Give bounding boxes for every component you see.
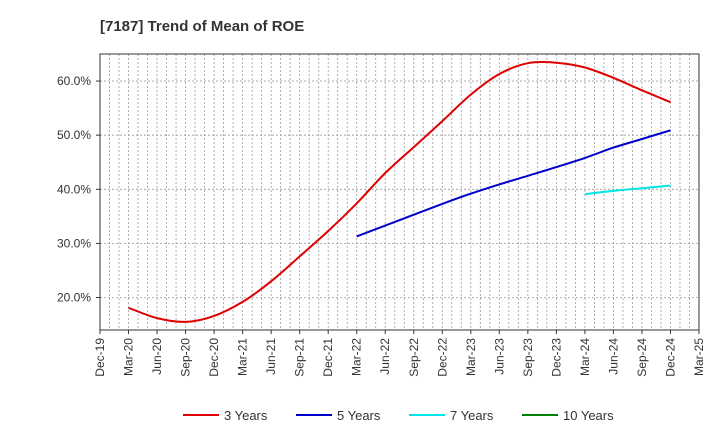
- legend-label: 5 Years: [337, 408, 381, 423]
- series-lines: [128, 60, 671, 323]
- x-tick-label: Dec-24: [663, 338, 677, 377]
- y-axis: 20.0% 30.0% 40.0% 50.0% 60.0%: [57, 74, 100, 305]
- series-line-7-years: [584, 184, 671, 196]
- y-tick-label: 30.0%: [57, 236, 91, 250]
- x-tick-label: Jun-22: [378, 338, 392, 375]
- x-tick-label: Mar-21: [236, 338, 250, 376]
- x-tick-label: Sep-20: [179, 338, 193, 377]
- x-tick-label: Dec-23: [549, 338, 563, 377]
- x-tick-label: Dec-21: [321, 338, 335, 377]
- x-tick-label: Sep-21: [293, 338, 307, 377]
- x-tick-label: Sep-24: [635, 338, 649, 377]
- chart-title: [7187] Trend of Mean of ROE: [100, 18, 304, 35]
- legend-label: 10 Years: [563, 408, 614, 423]
- y-tick-label: 20.0%: [57, 291, 91, 305]
- x-tick-label: Dec-22: [435, 338, 449, 377]
- series-line-5-years: [356, 129, 671, 238]
- x-tick-label: Mar-24: [578, 338, 592, 376]
- x-axis: Dec-19 Mar-20 Jun-20 Sep-20 Dec-20 Mar-21 Jun-…: [93, 330, 706, 377]
- y-tick-label: 40.0%: [57, 182, 91, 196]
- x-tick-label: Sep-22: [407, 338, 421, 377]
- x-tick-label: Mar-20: [122, 338, 136, 376]
- x-tick-label: Dec-19: [93, 338, 107, 377]
- x-tick-label: Dec-20: [207, 338, 221, 377]
- legend-label: 7 Years: [450, 408, 494, 423]
- y-tick-label: 50.0%: [57, 128, 91, 142]
- x-tick-label: Mar-23: [464, 338, 478, 376]
- y-tick-label: 60.0%: [57, 74, 91, 88]
- x-tick-label: Mar-25: [692, 338, 706, 376]
- x-tick-label: Jun-23: [492, 338, 506, 375]
- grid-lines: [100, 54, 699, 330]
- x-tick-label: Jun-20: [150, 338, 164, 375]
- x-tick-label: Jun-24: [606, 338, 620, 375]
- x-tick-label: Sep-23: [521, 338, 535, 377]
- plot-frame: [99, 53, 700, 331]
- legend-label: 3 Years: [224, 408, 268, 423]
- x-tick-label: Jun-21: [264, 338, 278, 375]
- series-line-3-years: [128, 60, 671, 323]
- x-tick-label: Mar-22: [350, 338, 364, 376]
- legend: 3 Years 5 Years 7 Years 10 Years: [183, 408, 614, 423]
